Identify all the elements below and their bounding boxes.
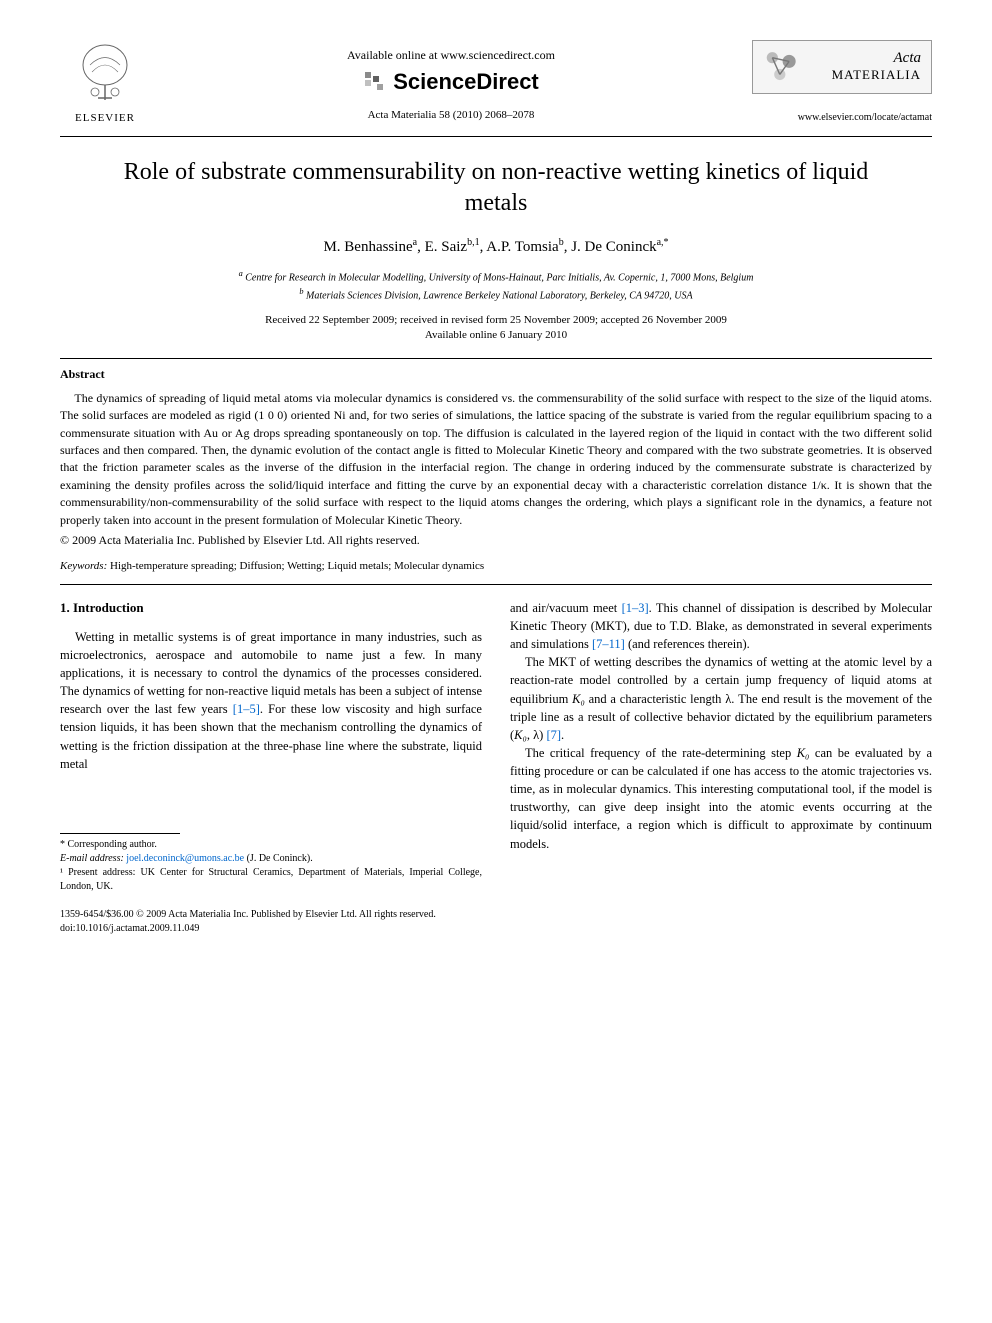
journal-molecule-icon — [763, 47, 800, 87]
author-2-sup: b,1 — [467, 237, 480, 248]
col2-p3-b: can be evaluated by a fitting procedure … — [510, 746, 932, 851]
keywords-text: High-temperature spreading; Diffusion; W… — [107, 560, 484, 572]
journal-page: ELSEVIER Available online at www.science… — [0, 0, 992, 966]
issn-line: 1359-6454/$36.00 © 2009 Acta Materialia … — [60, 908, 932, 922]
author-2: E. Saiz — [425, 239, 468, 255]
abstract-text: The dynamics of spreading of liquid meta… — [60, 390, 932, 529]
author-4: J. De Coninck — [571, 239, 656, 255]
affiliation-a: Centre for Research in Molecular Modelli… — [245, 273, 753, 284]
footnote-divider — [60, 833, 180, 834]
header-rule — [60, 136, 932, 137]
elsevier-label: ELSEVIER — [75, 112, 135, 124]
email-name: (J. De Coninck). — [244, 853, 313, 864]
ref-link-1-5[interactable]: [1–5] — [233, 702, 260, 716]
journal-name: Acta MATERIALIA — [808, 50, 921, 84]
elsevier-logo: ELSEVIER — [60, 40, 150, 124]
col2-p1-a: and air/vacuum meet — [510, 601, 622, 615]
author-3-sup: b — [559, 237, 564, 248]
journal-acta: Acta — [894, 50, 922, 66]
received-dates: Received 22 September 2009; received in … — [265, 314, 727, 326]
journal-logo: Acta MATERIALIA — [752, 40, 932, 94]
k0-symbol-1: K₀ — [572, 692, 585, 706]
col2-p2-d: . — [561, 728, 564, 742]
email-label: E-mail address: — [60, 853, 124, 864]
sciencedirect-logo: ScienceDirect — [363, 69, 539, 95]
k0-symbol-2: K₀ — [514, 728, 527, 742]
available-date: Available online 6 January 2010 — [425, 329, 567, 341]
abstract-copyright: © 2009 Acta Materialia Inc. Published by… — [60, 533, 932, 548]
col2-p2-c: , λ) — [527, 728, 547, 742]
header-row: ELSEVIER Available online at www.science… — [60, 40, 932, 124]
doi-line: doi:10.1016/j.actamat.2009.11.049 — [60, 922, 932, 936]
article-dates: Received 22 September 2009; received in … — [60, 313, 932, 344]
intro-p1-cont: and air/vacuum meet [1–3]. This channel … — [510, 599, 932, 653]
citation-text: Acta Materialia 58 (2010) 2068–2078 — [150, 109, 752, 121]
left-column: 1. Introduction Wetting in metallic syst… — [60, 599, 482, 894]
intro-p2: The MKT of wetting describes the dynamic… — [510, 653, 932, 744]
affiliations: a Centre for Research in Molecular Model… — [60, 268, 932, 303]
right-column: and air/vacuum meet [1–3]. This channel … — [510, 599, 932, 894]
center-header: Available online at www.sciencedirect.co… — [150, 40, 752, 121]
author-1-sup: a — [413, 237, 417, 248]
footnote-1: ¹ Present address: UK Center for Structu… — [60, 866, 482, 894]
keywords-label: Keywords: — [60, 560, 107, 572]
ref-link-7[interactable]: [7] — [546, 728, 561, 742]
journal-logo-box: Acta MATERIALIA www.elsevier.com/locate/… — [752, 40, 932, 123]
intro-paragraph-1: Wetting in metallic systems is of great … — [60, 628, 482, 773]
abstract-bottom-rule — [60, 584, 932, 585]
author-1: M. Benhassine — [323, 239, 412, 255]
keywords-line: Keywords: High-temperature spreading; Di… — [60, 560, 932, 572]
available-online-text: Available online at www.sciencedirect.co… — [150, 48, 752, 63]
author-4-sup: a,* — [657, 237, 669, 248]
corresponding-author: * Corresponding author. — [60, 838, 482, 852]
ref-link-7-11[interactable]: [7–11] — [592, 637, 625, 651]
authors-line: M. Benhassinea, E. Saizb,1, A.P. Tomsiab… — [60, 237, 932, 256]
article-title: Role of substrate commensurability on no… — [100, 157, 892, 219]
body-columns: 1. Introduction Wetting in metallic syst… — [60, 599, 932, 894]
elsevier-tree-icon — [70, 40, 140, 110]
email-address[interactable]: joel.deconinck@umons.ac.be — [126, 853, 244, 864]
intro-p3: The critical frequency of the rate-deter… — [510, 744, 932, 853]
footnotes: * Corresponding author. E-mail address: … — [60, 838, 482, 894]
sciencedirect-text: ScienceDirect — [393, 69, 539, 95]
affiliation-b: Materials Sciences Division, Lawrence Be… — [306, 290, 693, 301]
section-1-heading: 1. Introduction — [60, 599, 482, 618]
col2-p3-a: The critical frequency of the rate-deter… — [525, 746, 797, 760]
col2-p1-c: (and references therein). — [625, 637, 750, 651]
abstract-heading: Abstract — [60, 367, 932, 382]
sciencedirect-icon — [363, 70, 387, 94]
author-3: A.P. Tomsia — [486, 239, 558, 255]
email-line: E-mail address: joel.deconinck@umons.ac.… — [60, 852, 482, 866]
locate-url: www.elsevier.com/locate/actamat — [752, 112, 932, 123]
page-footer: 1359-6454/$36.00 © 2009 Acta Materialia … — [60, 908, 932, 936]
k0-symbol-3: K₀ — [797, 746, 810, 760]
abstract-top-rule — [60, 358, 932, 359]
ref-link-1-3[interactable]: [1–3] — [622, 601, 649, 615]
journal-materialia: MATERIALIA — [832, 67, 921, 82]
